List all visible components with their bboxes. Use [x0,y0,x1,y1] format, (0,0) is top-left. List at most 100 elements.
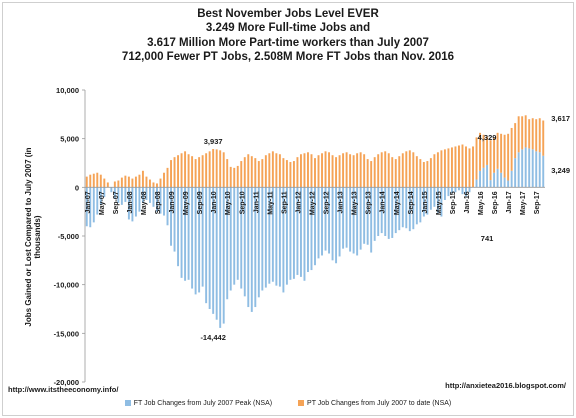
ft-bar [517,152,520,188]
ft-bar [233,187,236,285]
pt-bar [415,156,418,188]
pt-bar [429,158,432,188]
y-tick-labels: 10,000 5,000 0 -5,000 -10,000 -15,000 -20,000 [54,86,85,387]
legend-swatch-pt [298,400,305,407]
ft-bar [243,187,246,297]
x-tick-label: Sep-17 [534,191,541,214]
pt-bar [180,153,183,188]
ft-bar [289,187,292,280]
ft-bar [454,187,457,193]
pt-bar [394,159,397,188]
ft-bar [458,187,460,191]
pt-bar [356,153,359,188]
pt-bar [208,151,211,188]
pt-bar [113,181,116,188]
ft-bar [208,187,211,309]
pt-bar [321,153,323,188]
ft-bar [89,187,92,228]
ft-bar [447,187,450,197]
pt-bar [324,151,327,188]
source-url-right[interactable]: http://anxietea2016.blogspot.com/ [445,381,566,390]
ft-bar [493,172,496,188]
pt-bar [145,176,148,188]
pt-bar [465,146,467,188]
pt-bar [352,155,355,188]
ft-bar [92,187,95,223]
ft-bar [514,158,517,188]
pt-bar [426,161,429,188]
ft-bar [99,187,102,205]
ft-bar [328,187,331,254]
pt-bar [222,152,225,188]
pt-bar [482,134,485,168]
x-tick-label: Jan-07 [85,191,92,213]
ft-bar [436,187,439,213]
ft-bar [127,187,130,220]
ft-bar [219,187,222,328]
y-tick-label: -10,000 [54,281,79,290]
ft-bar [349,187,352,252]
ft-bar [489,180,492,188]
ft-bar [124,187,127,202]
x-tick-label: Jan-09 [169,191,176,213]
pt-bar [278,154,281,188]
ft-bar [422,187,425,217]
ft-bar [450,187,453,194]
x-tick-label: May-13 [352,191,359,215]
annotation-label: 3,249 [551,166,570,175]
pt-bar [194,159,197,188]
pt-bar [384,151,387,188]
ft-bar [521,149,524,188]
pt-bar [503,134,506,178]
ft-bar [475,179,478,188]
pt-bar [401,153,404,188]
pt-bar [454,146,457,188]
ft-bar [500,172,503,188]
pt-bar [496,132,499,169]
x-tick-label: Jan-08 [127,191,134,213]
pt-bar [285,160,288,188]
x-tick-label: May-08 [141,191,148,215]
source-url-left[interactable]: http://www.itstheeconomy.info/ [8,385,119,394]
pt-bar [472,146,474,188]
pt-bar [219,150,222,188]
ft-bar [198,187,201,293]
pt-bar [328,152,331,188]
pt-bar [538,118,541,153]
ft-bar [257,187,260,298]
legend-label-ft: FT Job Changes from July 2007 Peak (NSA) [133,400,273,407]
ft-bar [240,187,243,289]
pt-bar [159,178,162,188]
x-tick-label: Sep-09 [197,191,204,214]
pt-bar [514,123,517,159]
pt-bar [521,116,524,150]
ft-bar [503,177,506,188]
pt-bar [124,175,127,188]
x-tick-label: May-15 [436,191,443,215]
x-tick-label: May-16 [478,191,485,215]
x-tick-label: May-17 [520,191,527,215]
pt-bar [261,159,264,188]
ft-bar [359,187,362,250]
ft-bar [443,187,446,200]
pt-bar [486,136,489,165]
ft-bar [254,187,257,308]
ft-bar [377,187,380,236]
pt-bar [387,153,390,188]
ft-bar [486,164,489,188]
ft-bar [85,187,88,227]
x-tick-label: May-14 [394,191,401,215]
ft-bar [310,187,313,271]
pt-bar [359,152,362,188]
pt-bar [408,150,411,188]
pt-bar [335,157,338,188]
pt-bar [507,133,510,181]
pt-bar [299,154,302,188]
x-tick-label: Jan-11 [253,191,260,213]
ft-bar [387,187,390,239]
pt-bar [479,132,482,171]
ft-bar [138,187,141,212]
ft-bar [324,187,327,251]
legend-swatch-ft [124,400,131,407]
ft-bar [205,187,208,304]
